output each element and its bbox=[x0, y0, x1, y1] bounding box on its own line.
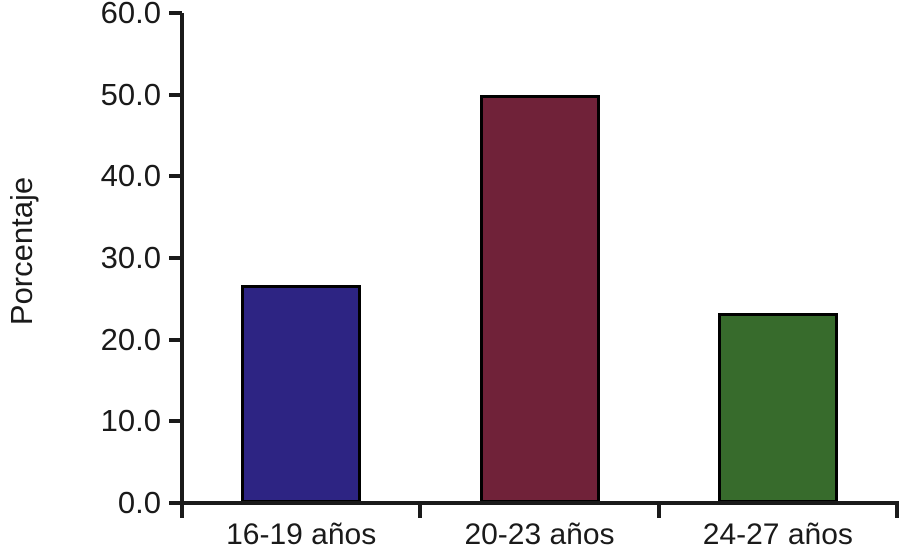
y-tick-label: 20.0 bbox=[100, 321, 161, 357]
bar-2 bbox=[479, 94, 600, 503]
y-tick bbox=[169, 92, 182, 97]
y-tick bbox=[169, 174, 182, 179]
y-tick-label: 10.0 bbox=[100, 403, 161, 439]
y-tick-label: 40.0 bbox=[100, 158, 161, 194]
y-tick-label: 30.0 bbox=[100, 240, 161, 275]
y-tick bbox=[169, 419, 182, 424]
y-axis-title: Porcentaje bbox=[4, 176, 39, 326]
x-tick bbox=[180, 504, 184, 518]
x-tick bbox=[656, 504, 661, 518]
y-axis-line bbox=[180, 13, 184, 505]
x-tick bbox=[418, 504, 423, 518]
y-tick bbox=[169, 11, 182, 15]
y-tick-label: 60.0 bbox=[100, 0, 161, 30]
y-tick bbox=[169, 501, 182, 505]
x-category-label: 24-27 años bbox=[702, 518, 853, 551]
y-tick-label: 0.0 bbox=[117, 485, 161, 520]
bar-1 bbox=[241, 284, 362, 503]
x-tick bbox=[895, 504, 899, 518]
x-category-label: 16-19 años bbox=[226, 518, 377, 551]
bar-3 bbox=[717, 312, 838, 503]
y-tick-label: 50.0 bbox=[100, 76, 161, 112]
y-tick bbox=[169, 256, 182, 260]
x-axis-line bbox=[180, 501, 899, 505]
x-category-label: 20-23 años bbox=[464, 518, 615, 551]
y-tick bbox=[169, 337, 182, 342]
